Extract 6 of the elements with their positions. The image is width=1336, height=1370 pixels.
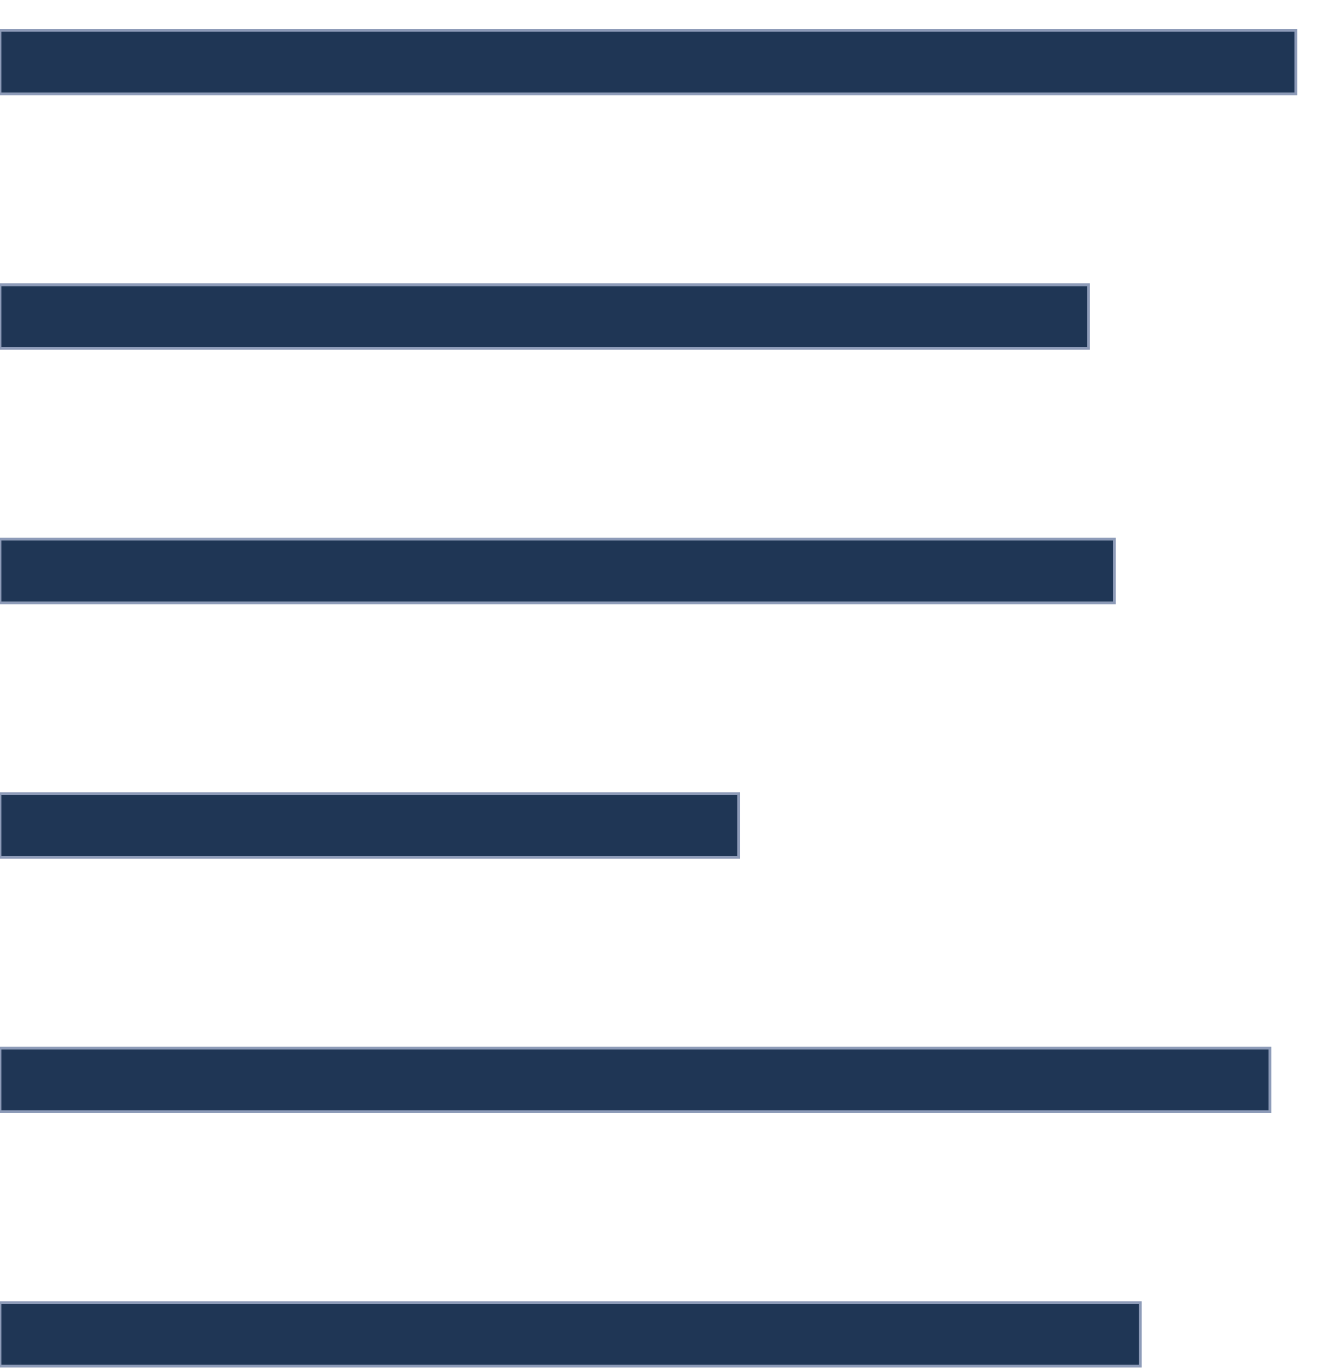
bar [0, 28, 1298, 96]
bar [0, 1046, 1272, 1114]
bar [0, 792, 741, 859]
bar [0, 283, 1090, 350]
bar [0, 537, 1116, 605]
bar [0, 1301, 1142, 1368]
